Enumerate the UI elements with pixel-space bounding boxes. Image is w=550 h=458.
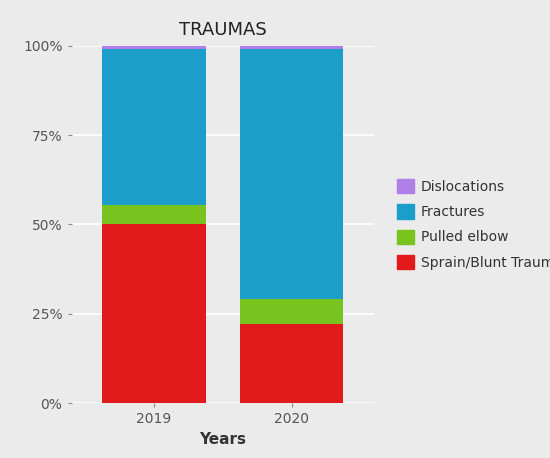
Bar bbox=[240, 49, 343, 300]
Bar bbox=[102, 205, 206, 224]
Bar bbox=[240, 46, 343, 49]
Legend: Dislocations, Fractures, Pulled elbow, Sprain/Blunt Traumas: Dislocations, Fractures, Pulled elbow, S… bbox=[393, 175, 550, 274]
Bar bbox=[240, 300, 343, 324]
X-axis label: Years: Years bbox=[199, 431, 246, 447]
Title: TRAUMAS: TRAUMAS bbox=[179, 21, 267, 38]
Bar bbox=[102, 49, 206, 205]
Bar bbox=[102, 224, 206, 403]
Bar bbox=[102, 46, 206, 49]
Bar bbox=[240, 324, 343, 403]
